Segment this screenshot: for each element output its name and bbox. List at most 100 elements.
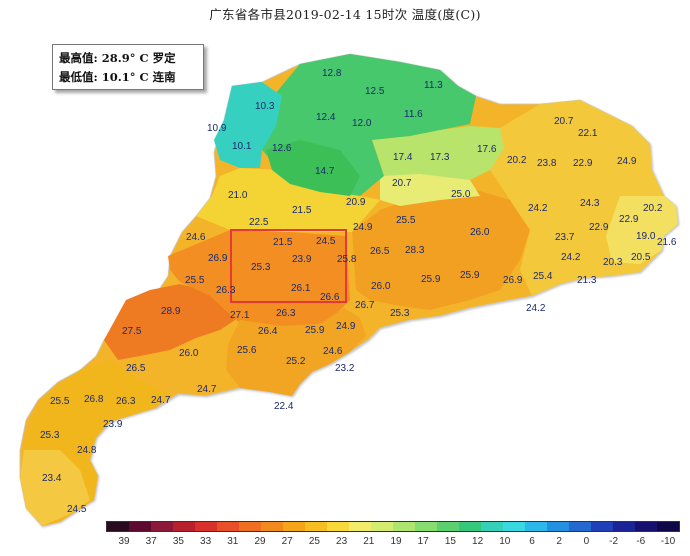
region-hot-luoding xyxy=(104,284,238,360)
scale-tick-label: -10 xyxy=(660,536,676,547)
station-value: 20.7 xyxy=(554,116,574,127)
scale-tick-label: 27 xyxy=(281,536,293,547)
station-value: 11.3 xyxy=(424,80,443,91)
scale-color-cell xyxy=(327,522,349,531)
station-value: 25.3 xyxy=(251,262,271,273)
station-value: 24.6 xyxy=(186,232,206,243)
station-value: 25.5 xyxy=(50,396,70,407)
region-leizhou xyxy=(20,450,90,526)
station-value: 25.3 xyxy=(390,308,410,319)
station-value: 20.2 xyxy=(643,203,663,214)
station-value: 12.4 xyxy=(316,112,336,123)
color-scale-labels: 39 37 35 33 31 29 27 25 23 21 19 17 15 12 10 6 2 0 -2 -6 -10 xyxy=(106,536,680,550)
station-value: 24.6 xyxy=(323,346,343,357)
scale-tick-label: 25 xyxy=(308,536,320,547)
station-value: 24.2 xyxy=(528,203,548,214)
station-value: 26.3 xyxy=(276,308,296,319)
station-value: 20.7 xyxy=(392,178,412,189)
province-regions xyxy=(19,53,679,527)
scale-tick-label: -6 xyxy=(636,536,646,547)
scale-color-cell xyxy=(261,522,283,531)
station-value: 24.9 xyxy=(353,222,373,233)
scale-color-cell xyxy=(349,522,371,531)
scale-tick-label: 23 xyxy=(336,536,348,547)
scale-tick-label: 39 xyxy=(118,536,130,547)
scale-tick-label: 37 xyxy=(145,536,157,547)
station-value: 23.8 xyxy=(537,158,557,169)
station-value: 21.5 xyxy=(292,205,312,216)
station-value: 25.9 xyxy=(460,270,480,281)
scale-tick-label: 12 xyxy=(472,536,484,547)
station-value: 23.7 xyxy=(555,232,575,243)
station-value: 26.9 xyxy=(503,275,523,286)
station-value: 26.3 xyxy=(216,285,236,296)
scale-color-cell xyxy=(393,522,415,531)
scale-color-cell xyxy=(459,522,481,531)
scale-color-cell xyxy=(657,522,679,531)
region-north-lightgreen xyxy=(372,126,504,186)
scale-color-cell xyxy=(107,522,129,531)
scale-color-cell xyxy=(217,522,239,531)
station-value: 26.3 xyxy=(116,396,136,407)
scale-color-cell xyxy=(613,522,635,531)
scale-color-cell xyxy=(481,522,503,531)
region-north-green-dark xyxy=(266,140,360,196)
station-value: 12.8 xyxy=(322,68,342,79)
scale-tick-label: 31 xyxy=(227,536,239,547)
scale-color-cell xyxy=(503,522,525,531)
station-value: 25.8 xyxy=(337,254,357,265)
station-value: 17.6 xyxy=(477,144,497,155)
station-value: 12.6 xyxy=(272,143,292,154)
station-value: 19.0 xyxy=(636,231,656,242)
station-value: 26.6 xyxy=(320,292,340,303)
region-north-yellowgreen xyxy=(380,174,480,206)
station-value: 24.7 xyxy=(197,384,217,395)
station-value: 22.4 xyxy=(274,401,294,412)
station-value: 28.9 xyxy=(161,306,181,317)
station-value: 10.1 xyxy=(232,141,252,152)
station-value: 26.9 xyxy=(208,253,228,264)
scale-color-cell xyxy=(437,522,459,531)
station-value: 26.0 xyxy=(470,227,490,238)
station-value: 17.4 xyxy=(393,152,413,163)
station-value: 26.1 xyxy=(291,283,311,294)
station-value: 25.3 xyxy=(40,430,60,441)
station-value: 26.5 xyxy=(370,246,390,257)
station-value: 20.5 xyxy=(631,252,651,263)
scale-color-cell xyxy=(195,522,217,531)
scale-tick-label: 6 xyxy=(529,536,535,547)
station-value: 25.6 xyxy=(237,345,257,356)
scale-color-cell xyxy=(371,522,393,531)
scale-tick-label: 2 xyxy=(556,536,562,547)
station-value: 21.5 xyxy=(273,237,293,248)
station-value: 24.9 xyxy=(617,156,637,167)
station-value: 26.8 xyxy=(84,394,104,405)
extreme-values-box: 最高值: 28.9° C 罗定 最低值: 10.1° C 连南 xyxy=(52,44,204,90)
station-value: 20.3 xyxy=(603,257,623,268)
scale-tick-label: 33 xyxy=(200,536,212,547)
station-value: 26.0 xyxy=(371,281,391,292)
station-value: 10.9 xyxy=(207,123,227,134)
highlight-box xyxy=(230,229,347,303)
scale-tick-label: 15 xyxy=(444,536,456,547)
scale-tick-label: -2 xyxy=(609,536,619,547)
station-value: 22.1 xyxy=(578,128,598,139)
station-value: 25.9 xyxy=(421,274,441,285)
station-value: 12.5 xyxy=(365,86,385,97)
scale-tick-label: 19 xyxy=(390,536,402,547)
station-value: 26.0 xyxy=(179,348,199,359)
station-value: 21.6 xyxy=(657,237,677,248)
station-value: 25.5 xyxy=(185,275,205,286)
scale-color-cell xyxy=(283,522,305,531)
station-value: 28.3 xyxy=(405,245,425,256)
station-value: 25.9 xyxy=(305,325,325,336)
station-value: 21.3 xyxy=(577,275,597,286)
map-title: 广东省各市县2019-02-14 15时次 温度(度(C)) xyxy=(209,7,481,22)
station-value: 11.6 xyxy=(404,109,423,120)
region-northwest-cyan xyxy=(214,82,282,168)
scale-tick-label: 21 xyxy=(363,536,375,547)
station-value: 14.7 xyxy=(315,166,335,177)
station-value: 22.9 xyxy=(619,214,639,225)
station-value: 23.9 xyxy=(103,419,123,430)
